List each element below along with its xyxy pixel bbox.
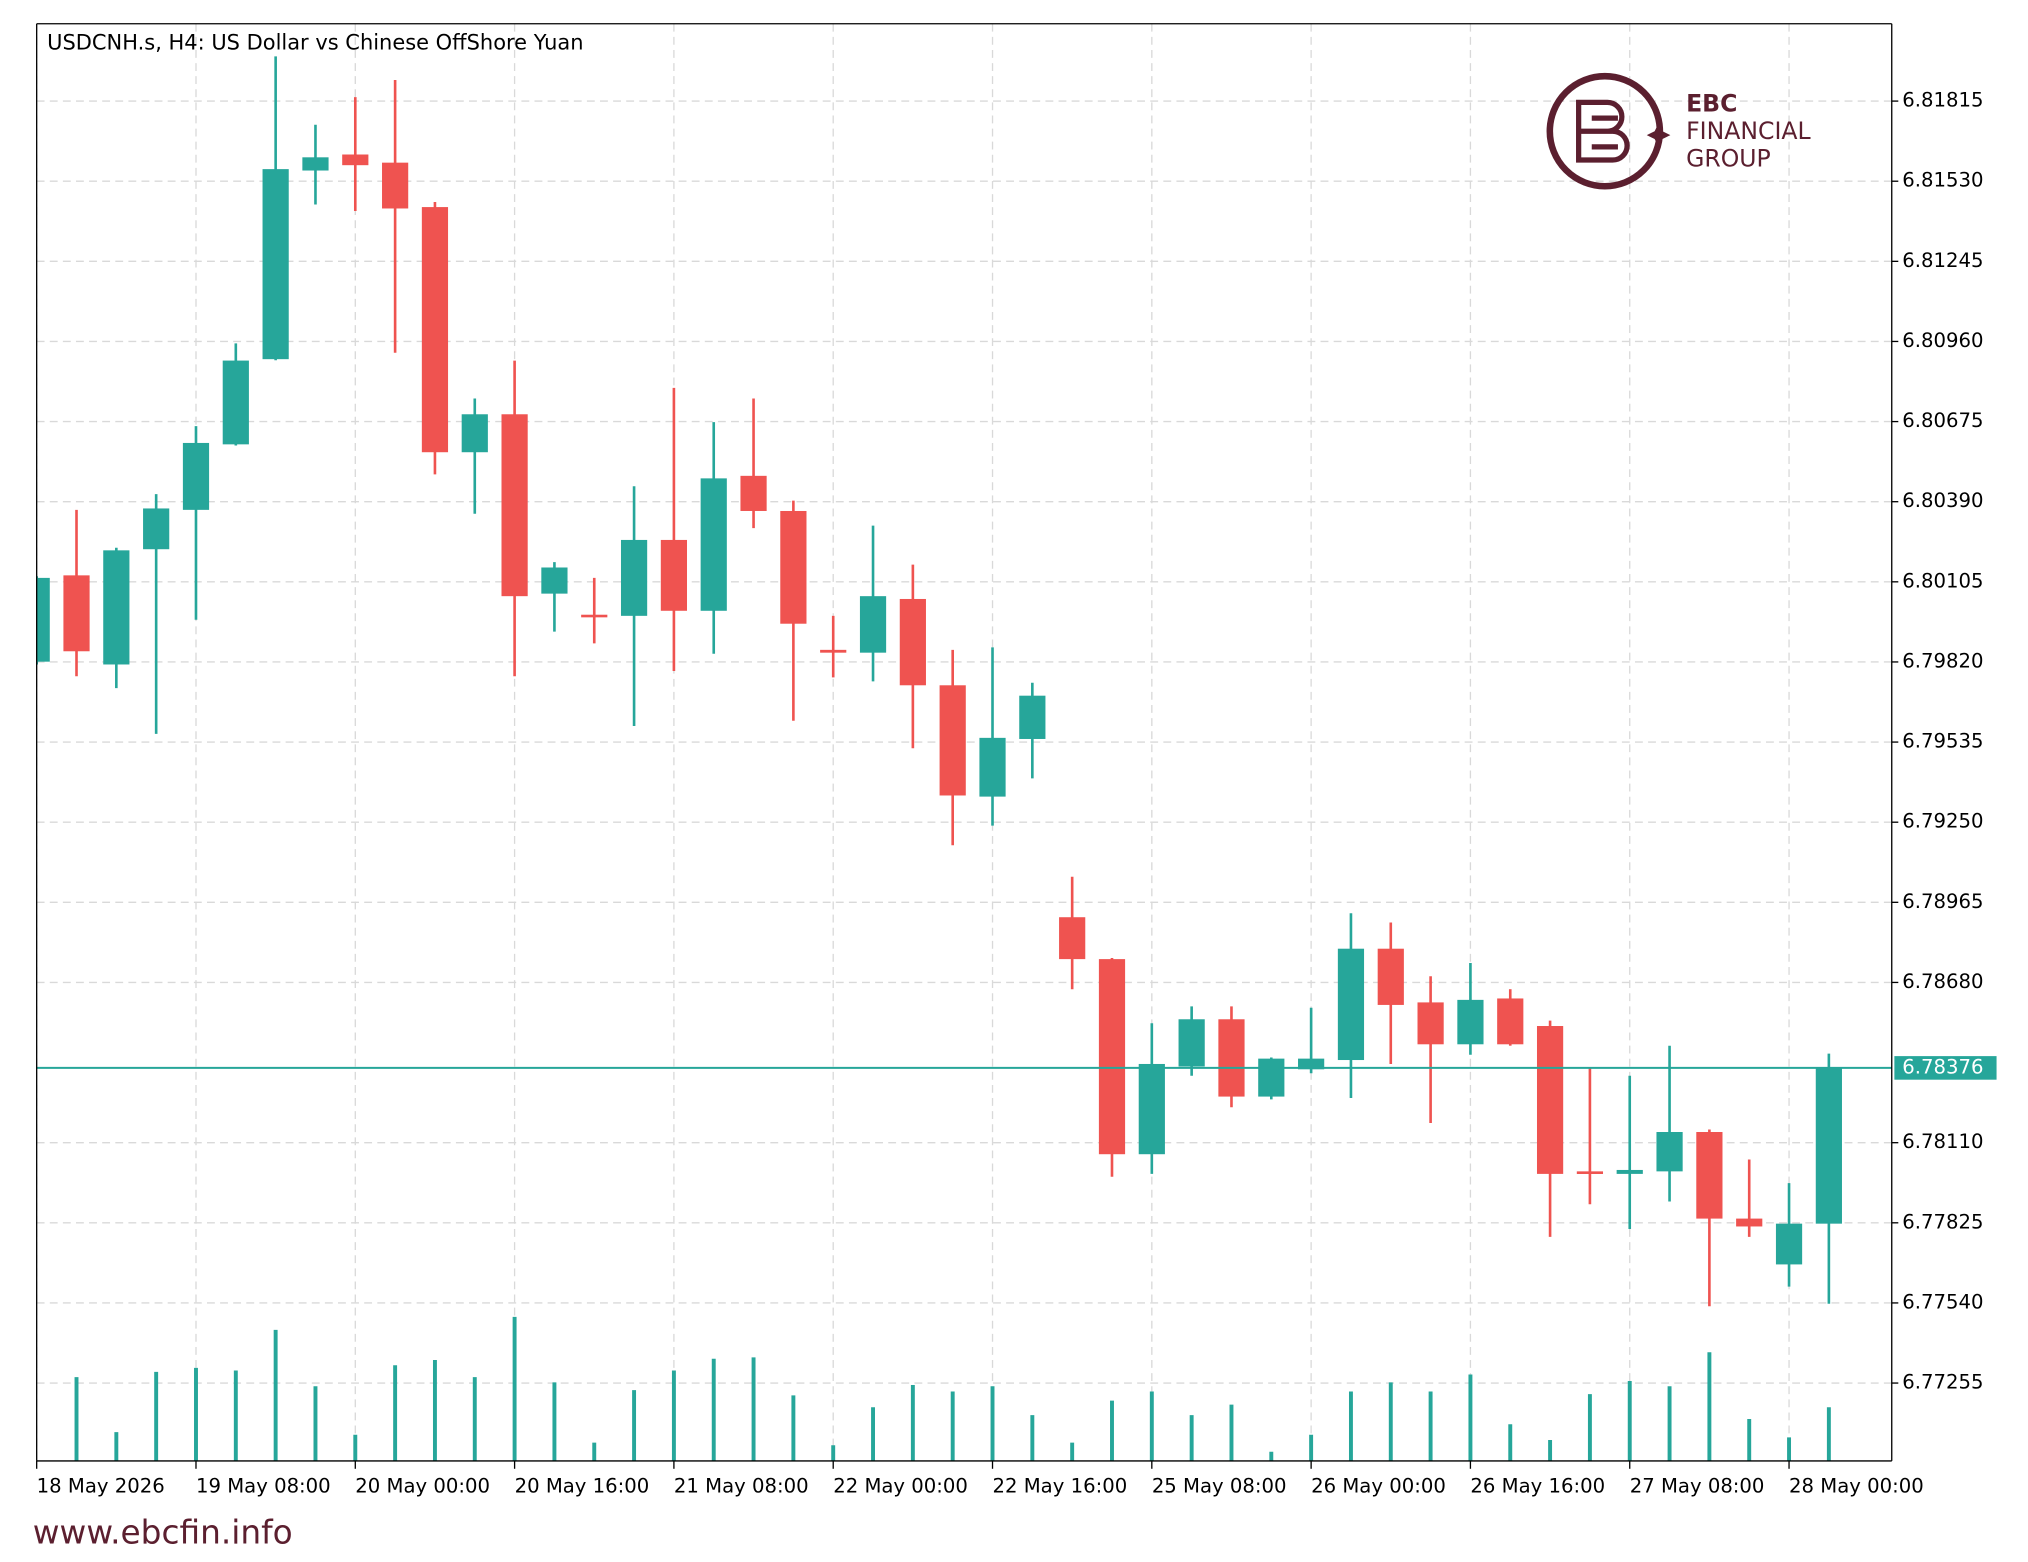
x-tick-label: 22 May 00:00 — [833, 1475, 968, 1498]
candle-body — [1536, 1026, 1564, 1174]
candle-body — [1377, 948, 1404, 1005]
y-tick-label: 6.77825 — [1902, 1210, 1983, 1233]
candle-body — [979, 737, 1006, 797]
y-tick-label: 6.80105 — [1902, 569, 1983, 592]
candle-body — [700, 478, 727, 611]
y-tick-label: 6.79820 — [1902, 649, 1983, 672]
candle-body — [501, 414, 528, 597]
x-tick-label: 26 May 00:00 — [1311, 1475, 1446, 1498]
candle-body — [1019, 695, 1046, 739]
candle-body — [859, 596, 887, 653]
logo-text: GROUP — [1686, 145, 1771, 173]
candle-body — [1417, 1002, 1444, 1045]
candle-body — [1696, 1132, 1723, 1219]
candle-body — [1258, 1058, 1285, 1097]
candle-body — [63, 575, 90, 652]
candle-body — [1218, 1019, 1245, 1097]
candle-body — [780, 510, 807, 624]
y-tick-label: 6.81815 — [1902, 89, 1983, 112]
candle-body — [1576, 1171, 1604, 1174]
candle-body — [1457, 999, 1484, 1045]
chart-title: USDCNH.s, H4: US Dollar vs Chinese OffSh… — [47, 30, 583, 54]
candle-body — [1497, 998, 1524, 1045]
logo-text: FINANCIAL — [1686, 117, 1811, 145]
candle-body — [1775, 1223, 1803, 1265]
candle-body — [660, 539, 688, 611]
y-tick-label: 6.78965 — [1902, 890, 1983, 913]
candle-body — [103, 550, 130, 665]
candle-body — [1815, 1067, 1842, 1224]
y-tick-label: 6.79535 — [1902, 730, 1983, 753]
candle-body — [262, 169, 289, 360]
candle-body — [581, 614, 608, 618]
x-tick-label: 19 May 08:00 — [196, 1475, 331, 1498]
candle-body — [1656, 1132, 1683, 1172]
x-tick-label: 18 May 2026 — [37, 1475, 165, 1498]
candle-body — [1138, 1063, 1165, 1155]
candle-body — [541, 567, 568, 594]
axes: 6.81815 6.81530 6.81245 6.80960 6.80675 6.803… — [36, 23, 1997, 1498]
candle-body — [1298, 1058, 1325, 1070]
x-tick-label: 20 May 00:00 — [355, 1475, 490, 1498]
candle-body — [1616, 1169, 1643, 1174]
candle-body — [1337, 948, 1365, 1061]
x-tick-label: 25 May 08:00 — [1152, 1475, 1287, 1498]
candle-body — [182, 442, 210, 510]
current-price-box — [1894, 1056, 1997, 1080]
y-tick-label: 6.77540 — [1902, 1290, 1983, 1313]
y-tick-label: 6.78680 — [1902, 970, 1983, 993]
logo-star — [1646, 123, 1671, 147]
x-tick-label: 27 May 08:00 — [1630, 1475, 1765, 1498]
candle-body — [740, 475, 767, 511]
candle-body — [222, 360, 249, 445]
y-tick-label: 6.81530 — [1902, 169, 1983, 192]
x-tick-label: 26 May 16:00 — [1470, 1475, 1605, 1498]
y-tick-label: 6.80675 — [1902, 409, 1983, 432]
candle-body — [421, 207, 449, 453]
plot-area — [36, 56, 1892, 1461]
logo-mark — [1576, 99, 1630, 163]
y-tick-label: 6.79250 — [1902, 810, 1983, 833]
candle-body — [1059, 917, 1086, 960]
y-tick-label: 6.77255 — [1902, 1371, 1983, 1394]
candle-body — [1178, 1019, 1205, 1067]
candle-body — [342, 154, 369, 166]
y-tick-label: 6.81245 — [1902, 249, 1983, 272]
candle-body — [36, 577, 50, 662]
candle-body — [382, 162, 409, 209]
candle-body — [302, 157, 329, 171]
y-tick-label: 6.80960 — [1902, 329, 1983, 352]
x-tick-label: 20 May 16:00 — [515, 1475, 650, 1498]
candle-body — [620, 539, 648, 616]
candle-body — [899, 598, 926, 686]
current-price-label: 6.78376 — [1902, 1055, 1983, 1078]
footer-url: www.ebcfin.info — [33, 1513, 293, 1551]
candle-body — [461, 414, 488, 453]
candle-body — [939, 685, 966, 796]
candle-body — [1736, 1218, 1763, 1227]
candle-body — [820, 649, 847, 653]
y-tick-label: 6.78110 — [1902, 1130, 1983, 1153]
candle-body — [1098, 959, 1126, 1155]
x-tick-label: 28 May 00:00 — [1789, 1475, 1924, 1498]
logo-text: EBC — [1686, 90, 1737, 118]
x-tick-label: 22 May 16:00 — [993, 1475, 1128, 1498]
x-tick-label: 21 May 08:00 — [674, 1475, 809, 1498]
logo: EBC FINANCIAL GROUP — [1546, 72, 1812, 190]
y-tick-label: 6.80390 — [1902, 489, 1983, 512]
candle-body — [143, 508, 170, 550]
